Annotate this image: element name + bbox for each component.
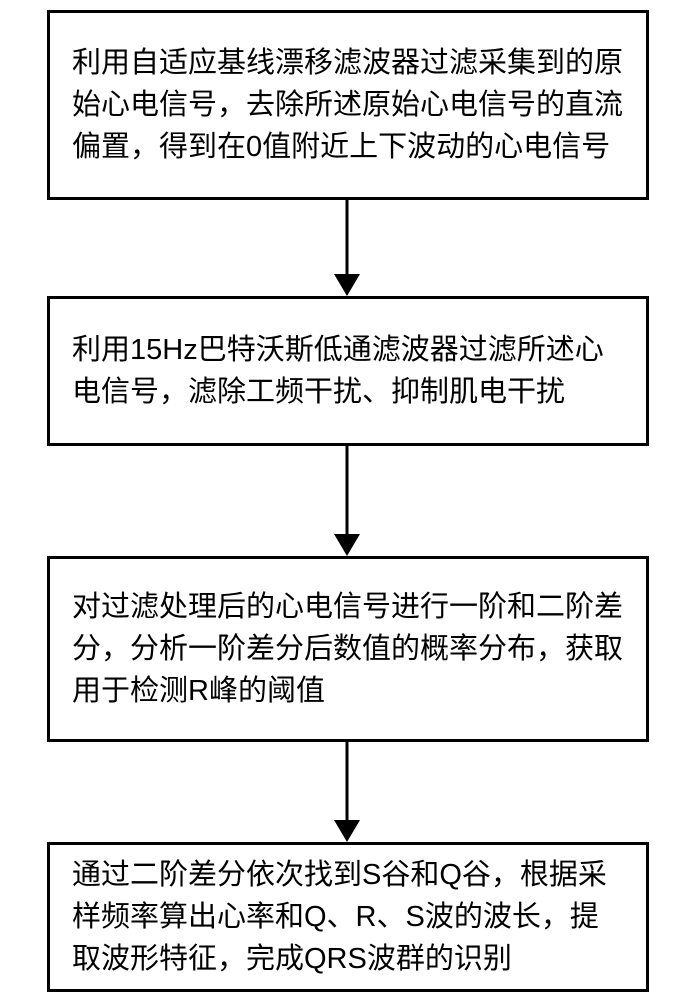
flowchart-node: 对过滤处理后的心电信号进行一阶和二阶差分，分析一阶差分后数值的概率分布，获取用于… — [47, 556, 649, 742]
flowchart-node: 通过二阶差分依次找到S谷和Q谷，根据采样频率算出心率和Q、R、S波的波长，提取波… — [47, 842, 649, 992]
flowchart-arrowhead — [334, 274, 360, 296]
flowchart-canvas: 利用自适应基线漂移滤波器过滤采集到的原始心电信号，去除所述原始心电信号的直流偏置… — [0, 0, 694, 1000]
flowchart-node: 利用15Hz巴特沃斯低通滤波器过滤所述心电信号，滤除工频干扰、抑制肌电干扰 — [47, 296, 649, 446]
flowchart-arrowhead — [334, 534, 360, 556]
flowchart-arrow — [346, 742, 349, 822]
node-label: 对过滤处理后的心电信号进行一阶和二阶差分，分析一阶差分后数值的概率分布，获取用于… — [72, 586, 624, 712]
node-label: 利用15Hz巴特沃斯低通滤波器过滤所述心电信号，滤除工频干扰、抑制肌电干扰 — [72, 329, 624, 413]
node-label: 通过二阶差分依次找到S谷和Q谷，根据采样频率算出心率和Q、R、S波的波长，提取波… — [72, 854, 624, 980]
flowchart-arrow — [346, 200, 349, 276]
flowchart-arrow — [346, 446, 349, 536]
flowchart-node: 利用自适应基线漂移滤波器过滤采集到的原始心电信号，去除所述原始心电信号的直流偏置… — [47, 10, 649, 200]
node-label: 利用自适应基线漂移滤波器过滤采集到的原始心电信号，去除所述原始心电信号的直流偏置… — [72, 42, 624, 168]
flowchart-arrowhead — [334, 820, 360, 842]
